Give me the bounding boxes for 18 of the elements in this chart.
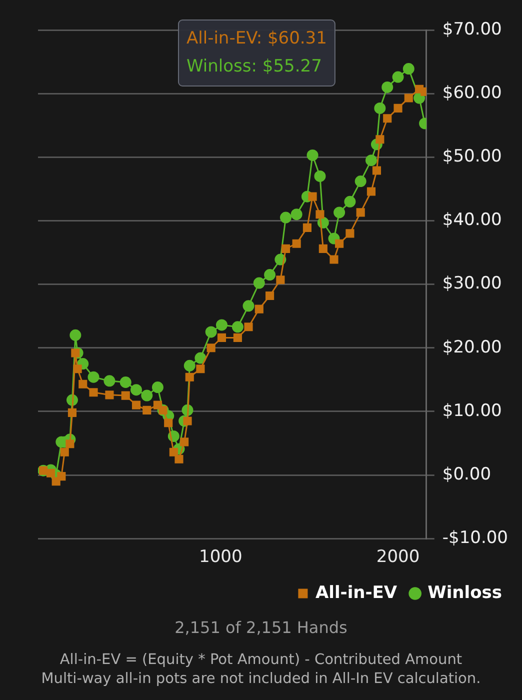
text: All-in-EV = (Equity * Pot Amount) - Contributed Amount — [58, 651, 464, 670]
text: Multi-way all-in pots are not included in All-In EV calculation. — [40, 670, 482, 689]
annotation: Winloss: $55.27 — [186, 56, 322, 76]
annotation: All-in-EV: $60.31 — [186, 28, 327, 48]
y-tick-label: $40.00 — [442, 210, 502, 230]
y-tick-label: $30.00 — [442, 274, 502, 294]
y-tick-label: $60.00 — [442, 82, 502, 103]
y-tick-label: $50.00 — [442, 146, 502, 167]
y-tick-label: $20.00 — [442, 337, 502, 358]
legend-label: Winloss — [428, 582, 502, 603]
y-tick-label: $0.00 — [442, 464, 492, 484]
y-tick-label: $70.00 — [442, 19, 502, 40]
legend-label: All-in-EV — [315, 582, 398, 603]
text: 2,151 of 2,151 Hands — [174, 618, 348, 637]
x-tick-label: 2000 — [376, 547, 420, 568]
x-tick-label: 1000 — [199, 547, 242, 568]
y-tick-label: -$10.00 — [442, 528, 508, 548]
y-tick-label: $10.00 — [442, 400, 502, 421]
